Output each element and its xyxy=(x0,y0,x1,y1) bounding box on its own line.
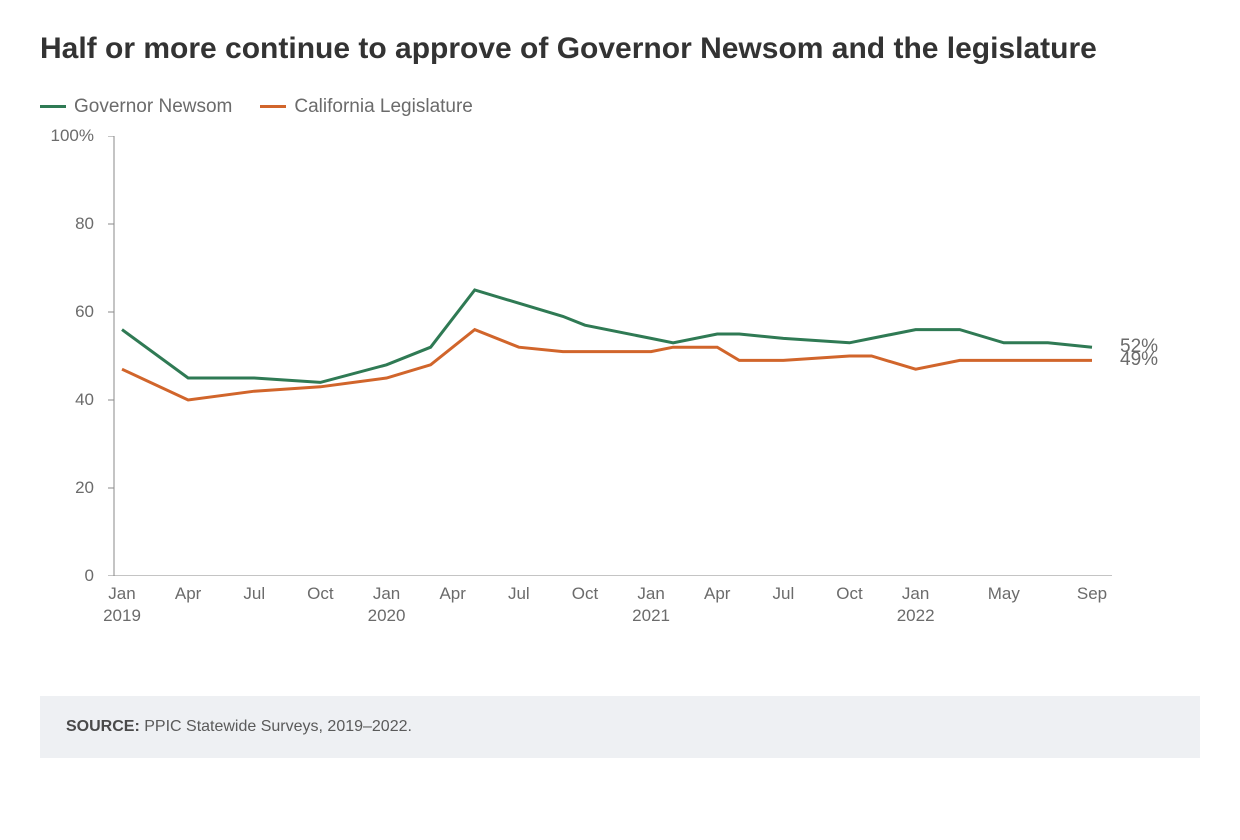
x-tick-label: Jan2019 xyxy=(103,584,141,626)
x-axis: Jan2019 Apr Jul Oct Jan2020 Apr Jul Oct Jan2021 A… xyxy=(102,584,1112,654)
legend-item-legislature: California Legislature xyxy=(260,96,473,118)
series-line xyxy=(122,290,1092,382)
x-tick-label: Jul xyxy=(243,584,265,604)
x-tick-label: Oct xyxy=(836,584,862,604)
legend: Governor Newsom California Legislature xyxy=(40,96,1200,118)
x-tick-label: Oct xyxy=(307,584,333,604)
legend-label-governor: Governor Newsom xyxy=(74,96,232,118)
x-tick-label: Jan2020 xyxy=(368,584,406,626)
x-tick-label: Apr xyxy=(439,584,465,604)
y-tick-label: 20 xyxy=(40,478,94,498)
chart-area: 020406080100% 52%49% Jan2019AprJulOctJan… xyxy=(40,136,1200,656)
legend-swatch-governor xyxy=(40,105,66,108)
x-tick-label: Jan2021 xyxy=(632,584,670,626)
x-tick-label: Jul xyxy=(772,584,794,604)
x-tick-label: Jul xyxy=(508,584,530,604)
plot-area: 52%49% xyxy=(102,136,1112,576)
legend-item-governor: Governor Newsom xyxy=(40,96,232,118)
x-tick-label: May xyxy=(988,584,1020,604)
x-tick-label: Jan2022 xyxy=(897,584,935,626)
series-end-label: 49% xyxy=(1120,349,1158,371)
y-axis: 020406080100% xyxy=(40,136,102,576)
y-tick-label: 100% xyxy=(40,126,94,146)
y-tick-label: 0 xyxy=(40,566,94,586)
chart-title: Half or more continue to approve of Gove… xyxy=(40,30,1200,68)
y-tick-label: 80 xyxy=(40,214,94,234)
legend-label-legislature: California Legislature xyxy=(294,96,473,118)
x-tick-label: Apr xyxy=(175,584,201,604)
series-line xyxy=(122,329,1092,399)
x-tick-label: Apr xyxy=(704,584,730,604)
x-tick-label: Sep xyxy=(1077,584,1107,604)
y-tick-label: 60 xyxy=(40,302,94,322)
plot-svg xyxy=(102,136,1112,576)
legend-swatch-legislature xyxy=(260,105,286,108)
source-note: SOURCE: PPIC Statewide Surveys, 2019–202… xyxy=(40,696,1200,758)
source-text: PPIC Statewide Surveys, 2019–2022. xyxy=(140,718,412,735)
x-tick-label: Oct xyxy=(572,584,598,604)
source-label: SOURCE: xyxy=(66,718,140,735)
y-tick-label: 40 xyxy=(40,390,94,410)
